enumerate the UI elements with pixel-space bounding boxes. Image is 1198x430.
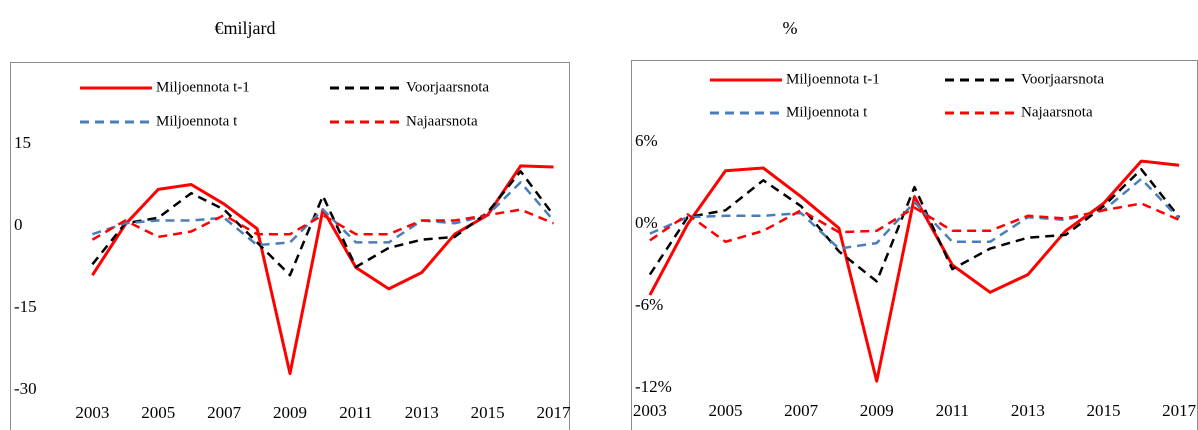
x-tick-label: 2011: [339, 403, 372, 422]
x-tick-label: 2005: [709, 401, 743, 420]
x-tick-label: 2015: [471, 403, 505, 422]
x-tick-label: 2007: [784, 401, 819, 420]
plot-area: [10, 62, 570, 430]
plot-area: [631, 60, 1198, 430]
legend-label: Miljoennota t-1: [786, 71, 880, 87]
y-tick-label: 0: [14, 215, 23, 234]
series-line: [649, 202, 1180, 244]
y-tick-label: -15: [14, 297, 37, 316]
y-tick-label: -6%: [635, 295, 663, 314]
series-line: [92, 181, 555, 247]
legend-label: Najaarsnota: [1021, 104, 1093, 120]
legend-label: Najaarsnota: [406, 113, 478, 129]
series-line: [648, 168, 1181, 283]
x-tick-label: 2013: [1011, 401, 1045, 420]
x-tick-label: 2009: [273, 403, 307, 422]
x-tick-label: 2009: [860, 401, 894, 420]
series-line: [91, 164, 554, 376]
x-tick-label: 2017: [537, 403, 572, 422]
legend-label: Voorjaarsnota: [406, 79, 489, 95]
series-line: [91, 170, 555, 277]
x-tick-label: 2011: [936, 401, 969, 420]
chart-title: €miljard: [215, 18, 276, 38]
x-tick-label: 2017: [1162, 401, 1197, 420]
series-line: [648, 159, 1180, 383]
legend-label: Miljoennota t: [786, 104, 868, 120]
y-tick-label: 0%: [635, 213, 658, 232]
y-tick-label: 15: [14, 133, 31, 152]
x-tick-label: 2005: [141, 403, 175, 422]
x-tick-label: 2015: [1087, 401, 1121, 420]
chart-title: %: [783, 18, 798, 38]
x-tick-label: 2007: [207, 403, 242, 422]
y-tick-label: -30: [14, 379, 37, 398]
legend-label: Voorjaarsnota: [1021, 71, 1104, 87]
x-tick-label: 2003: [633, 401, 667, 420]
legend-label: Miljoennota t-1: [156, 79, 250, 95]
x-tick-label: 2003: [75, 403, 109, 422]
y-tick-label: 6%: [635, 131, 658, 150]
x-tick-label: 2013: [405, 403, 439, 422]
y-tick-label: -12%: [635, 377, 672, 396]
legend-label: Miljoennota t: [156, 113, 238, 129]
